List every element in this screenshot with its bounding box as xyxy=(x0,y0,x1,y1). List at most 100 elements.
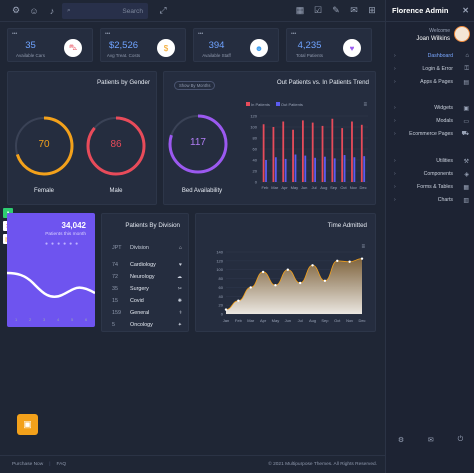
bar-in xyxy=(331,118,334,182)
calendar-icon[interactable]: ▦ xyxy=(295,5,305,15)
sidebar-item-login[interactable]: › Login & Error ⚿ xyxy=(386,63,474,75)
sidebar-item-apps[interactable]: › Apps & Pages ▤ xyxy=(386,76,474,88)
floating-action-button[interactable]: ▣ xyxy=(17,414,38,435)
table-row[interactable]: 74 Cardiology ♥ xyxy=(112,259,182,271)
ribbon-icon: ✦ xyxy=(177,322,182,328)
row-id: 72 xyxy=(112,274,118,280)
male-label: Male xyxy=(109,188,123,194)
sidebar-item-label: Charts xyxy=(437,197,453,203)
car-icon: ⛍ xyxy=(64,39,82,57)
x-tick-label: Apr xyxy=(260,318,267,323)
user-icon[interactable]: ☺ xyxy=(29,5,39,16)
bed-ring xyxy=(168,114,228,174)
more-icon[interactable]: ••• xyxy=(105,31,111,37)
y-tick-label: 80 xyxy=(219,276,224,281)
user-name[interactable]: Joan Wilkins xyxy=(416,36,450,42)
sidebar-item-modals[interactable]: › Modals ▭ xyxy=(386,115,474,127)
row-name: Surgery xyxy=(130,286,149,292)
faq-link[interactable]: FAQ xyxy=(56,462,67,467)
chevron-icon: › xyxy=(394,53,396,59)
sidebar-item-dashboard[interactable]: › Dashboard ⌂ xyxy=(386,50,474,62)
area-point xyxy=(336,259,339,263)
menu-icon[interactable]: ≡ xyxy=(361,244,365,250)
more-icon[interactable]: ••• xyxy=(12,31,18,37)
row-name: General xyxy=(130,310,150,316)
x-tick-label: Aug xyxy=(320,185,327,190)
x-tick-label: Oct xyxy=(340,185,347,190)
virus-icon: ✺ xyxy=(177,298,182,304)
card-title: Out Patients vs. In Patients Trend xyxy=(276,79,369,86)
bar-in xyxy=(351,121,353,182)
axis-tick: 6 xyxy=(85,317,88,322)
show-by-months-pill[interactable]: Show By Months xyxy=(174,81,216,90)
sidebar-item-forms[interactable]: › Forms & Tables ▦ xyxy=(386,181,474,193)
edit-icon[interactable]: ✎ xyxy=(332,5,340,15)
stat-label: Available Staff xyxy=(202,53,231,58)
bed-ring-arc xyxy=(168,114,228,174)
area-point xyxy=(274,284,277,287)
row-id: 5 xyxy=(112,322,115,328)
patients-month-value: 34,042 xyxy=(61,221,86,230)
stat-label: Total Patients xyxy=(295,53,323,58)
gear-icon[interactable]: ⚙ xyxy=(11,5,21,15)
sidebar-item-components[interactable]: › Components ◈ xyxy=(386,168,474,180)
more-icon[interactable]: ••• xyxy=(291,31,297,37)
bar-in xyxy=(272,127,275,182)
stethoscope-icon: ⚕ xyxy=(179,310,182,316)
avatar[interactable] xyxy=(454,26,470,42)
gender-card: Patients by Gender 70 86 Female Male xyxy=(7,71,157,205)
search-input[interactable]: ⌕ Search xyxy=(62,3,148,19)
purchase-link[interactable]: Purchase Now xyxy=(12,462,44,467)
axis-tick: 4 xyxy=(57,317,60,322)
trend-bar-chart: 0 20 40 60 80 100 120 Feb Mar Apr May Jun Jul Aug Sep O… xyxy=(250,114,368,190)
apps-icon: ▤ xyxy=(463,79,469,86)
stat-value: $2,526 xyxy=(108,40,139,51)
table-row[interactable]: 15 Covid ✺ xyxy=(112,295,182,307)
time-area-chart: 0 20 40 60 80 100 120 140 Jan Feb Mar Apr May Jun Jul A… xyxy=(216,250,365,324)
bar-out xyxy=(294,154,297,182)
x-tick-label: Mar xyxy=(247,318,255,323)
col-jpt: JPT xyxy=(112,245,122,251)
close-icon[interactable]: ✕ xyxy=(462,6,469,15)
axis-tick: 3 xyxy=(43,317,46,322)
mail-icon[interactable]: ✉ xyxy=(350,5,358,15)
coin-icon: $ xyxy=(157,39,175,57)
widgets-icon: ▣ xyxy=(463,105,469,112)
grid-icon[interactable]: ⊞ xyxy=(368,5,376,15)
fullscreen-icon[interactable]: ⤢ xyxy=(159,5,167,15)
female-value: 70 xyxy=(38,139,50,150)
search-placeholder: Search xyxy=(122,7,143,15)
more-icon[interactable]: ••• xyxy=(198,31,204,37)
sidebar-item-widgets[interactable]: › Widgets ▣ xyxy=(386,102,474,114)
settings-icon[interactable]: ⚙ xyxy=(397,437,405,444)
mail-icon[interactable]: ✉ xyxy=(427,437,434,444)
table-row[interactable]: 35 Surgery ✂ xyxy=(112,283,182,295)
chevron-icon: › xyxy=(394,171,396,177)
y-tick-label: 40 xyxy=(219,294,224,299)
dot-icon: ● xyxy=(69,241,73,247)
y-tick-label: 20 xyxy=(253,169,258,174)
table-row[interactable]: 72 Neurology ☁ xyxy=(112,271,182,283)
table-row[interactable]: 5 Oncology ✦ xyxy=(112,319,182,331)
check-icon[interactable]: ☑ xyxy=(313,5,323,15)
dot-icon: ● xyxy=(57,241,61,247)
power-icon[interactable]: ⏻ xyxy=(457,436,464,443)
sidebar-item-ecommerce[interactable]: › Ecommerce Pages ⛟ xyxy=(386,128,474,140)
sidebar-item-utilities[interactable]: › Utilities ⚒ xyxy=(386,155,474,167)
scalpel-icon: ✂ xyxy=(177,286,182,292)
x-tick-label: May xyxy=(272,318,280,323)
table-row[interactable]: 159 General ⚕ xyxy=(112,307,182,319)
axis-tick: 2 xyxy=(29,317,32,322)
footer: Purchase Now | FAQ © 2021 Multipurpose T… xyxy=(0,455,385,473)
bell-icon[interactable]: ♪ xyxy=(49,5,55,16)
bar-in xyxy=(282,121,285,182)
utilities-icon: ⚒ xyxy=(463,158,469,165)
forms-icon: ▦ xyxy=(463,184,469,191)
chevron-icon: › xyxy=(394,184,396,190)
menu-icon[interactable]: ≡ xyxy=(363,102,367,108)
sidebar-item-charts[interactable]: › Charts ▥ xyxy=(386,194,474,206)
dot-icon: ● xyxy=(51,241,55,247)
area-point xyxy=(323,279,327,282)
components-icon: ◈ xyxy=(464,171,469,178)
